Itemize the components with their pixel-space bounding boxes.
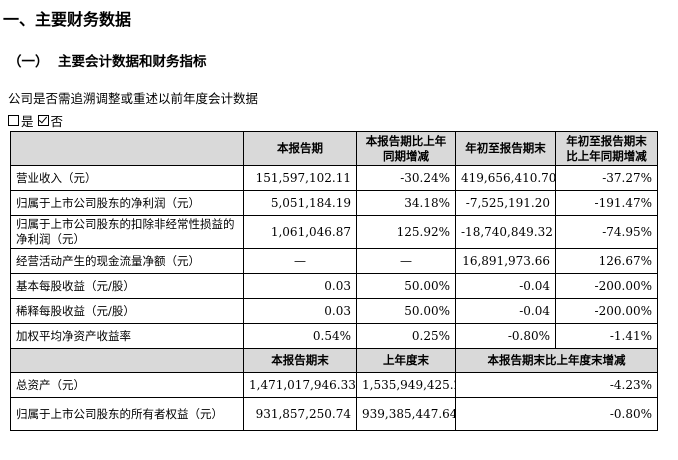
cell-value: 939,385,447.64 bbox=[356, 397, 456, 431]
row-label: 归属于上市公司股东的净利润（元） bbox=[10, 190, 244, 216]
cell-value: -200.00% bbox=[555, 298, 658, 324]
subsection-number: （一） bbox=[8, 54, 49, 70]
cell-value: -7,525,191.20 bbox=[455, 190, 556, 216]
table-row: 归属于上市公司股东的所有者权益（元） 931,857,250.74 939,38… bbox=[10, 397, 658, 431]
cell-value: 0.54% bbox=[243, 323, 357, 349]
cell-value: 16,891,973.66 bbox=[455, 248, 556, 274]
checkbox-yes[interactable] bbox=[8, 115, 19, 126]
header-cell bbox=[10, 131, 244, 166]
table-row: 稀释每股收益（元/股） 0.03 50.00% -0.04 -200.00% bbox=[10, 298, 658, 324]
checkbox-no[interactable] bbox=[37, 115, 49, 126]
header-cell: 本报告期 bbox=[243, 131, 357, 166]
row-label: 总资产（元） bbox=[10, 372, 244, 398]
header-cell bbox=[10, 348, 244, 373]
cell-value: -37.27% bbox=[555, 165, 658, 191]
option-no-label: 否 bbox=[50, 114, 64, 129]
cell-value: 50.00% bbox=[356, 298, 456, 324]
cell-value: -0.80% bbox=[455, 397, 658, 431]
cell-value: 125.92% bbox=[356, 215, 456, 249]
row-label: 经营活动产生的现金流量净额（元） bbox=[10, 248, 244, 274]
cell-value: 0.25% bbox=[356, 323, 456, 349]
row-label: 稀释每股收益（元/股） bbox=[10, 298, 244, 324]
cell-value: — bbox=[356, 248, 456, 274]
header-cell: 年初至报告期末 bbox=[455, 131, 556, 166]
cell-value: -0.04 bbox=[455, 273, 556, 299]
cell-value: -4.23% bbox=[455, 372, 658, 398]
header-cell: 上年度末 bbox=[356, 348, 456, 373]
table-row: 归属于上市公司股东的净利润（元） 5,051,184.19 34.18% -7,… bbox=[10, 190, 658, 216]
header-cell: 本报告期末 bbox=[243, 348, 357, 373]
cell-value: 0.03 bbox=[243, 273, 357, 299]
cell-value: 50.00% bbox=[356, 273, 456, 299]
header-cell: 本报告期末比上年度末增减 bbox=[455, 348, 658, 373]
row-label: 加权平均净资产收益率 bbox=[10, 323, 244, 349]
cell-value: -30.24% bbox=[356, 165, 456, 191]
row-label: 基本每股收益（元/股） bbox=[10, 273, 244, 299]
cell-value: — bbox=[243, 248, 357, 274]
cell-value: 1,535,949,425.27 bbox=[356, 372, 456, 398]
cell-value: -0.80% bbox=[455, 323, 556, 349]
table-row: 基本每股收益（元/股） 0.03 50.00% -0.04 -200.00% bbox=[10, 273, 658, 299]
cell-value: -18,740,849.32 bbox=[455, 215, 556, 249]
table-row: 归属于上市公司股东的扣除非经常性损益的净利润（元） 1,061,046.87 1… bbox=[10, 215, 658, 249]
row-label: 归属于上市公司股东的扣除非经常性损益的净利润（元） bbox=[10, 215, 244, 249]
row-label: 营业收入（元） bbox=[10, 165, 244, 191]
cell-value: 126.67% bbox=[555, 248, 658, 274]
table1-header-row: 本报告期 本报告期比上年同期增减 年初至报告期末 年初至报告期末比上年同期增减 bbox=[10, 131, 658, 166]
cell-value: -191.47% bbox=[555, 190, 658, 216]
cell-value: 419,656,410.70 bbox=[455, 165, 556, 191]
header-cell: 本报告期比上年同期增减 bbox=[356, 131, 456, 166]
option-yes-label: 是 bbox=[21, 114, 34, 129]
header-cell: 年初至报告期末比上年同期增减 bbox=[555, 131, 658, 166]
subsection-title: 主要会计数据和财务指标 bbox=[58, 54, 207, 70]
retro-note: 公司是否需追溯调整或重述以前年度会计数据 bbox=[8, 91, 259, 106]
cell-value: 34.18% bbox=[356, 190, 456, 216]
table-row: 总资产（元） 1,471,017,946.33 1,535,949,425.27… bbox=[10, 372, 658, 398]
section-title: 一、主要财务数据 bbox=[3, 10, 132, 29]
cell-value: 151,597,102.11 bbox=[243, 165, 357, 191]
cell-value: 5,051,184.19 bbox=[243, 190, 357, 216]
row-label: 归属于上市公司股东的所有者权益（元） bbox=[10, 397, 244, 431]
cell-value: 931,857,250.74 bbox=[243, 397, 357, 431]
financial-table: 本报告期 本报告期比上年同期增减 年初至报告期末 年初至报告期末比上年同期增减 … bbox=[10, 131, 658, 431]
cell-value: -1.41% bbox=[555, 323, 658, 349]
cell-value: -200.00% bbox=[555, 273, 658, 299]
cell-value: -74.95% bbox=[555, 215, 658, 249]
table-row: 营业收入（元） 151,597,102.11 -30.24% 419,656,4… bbox=[10, 165, 658, 191]
cell-value: 1,061,046.87 bbox=[243, 215, 357, 249]
table2-header-row: 本报告期末 上年度末 本报告期末比上年度末增减 bbox=[10, 348, 658, 373]
table-row: 经营活动产生的现金流量净额（元） — — 16,891,973.66 126.6… bbox=[10, 248, 658, 274]
cell-value: 0.03 bbox=[243, 298, 357, 324]
subsection-heading: （一） 主要会计数据和财务指标 bbox=[8, 50, 207, 70]
cell-value: -0.04 bbox=[455, 298, 556, 324]
retro-options: 是 否 bbox=[8, 111, 67, 130]
table-row: 加权平均净资产收益率 0.54% 0.25% -0.80% -1.41% bbox=[10, 323, 658, 349]
cell-value: 1,471,017,946.33 bbox=[243, 372, 357, 398]
